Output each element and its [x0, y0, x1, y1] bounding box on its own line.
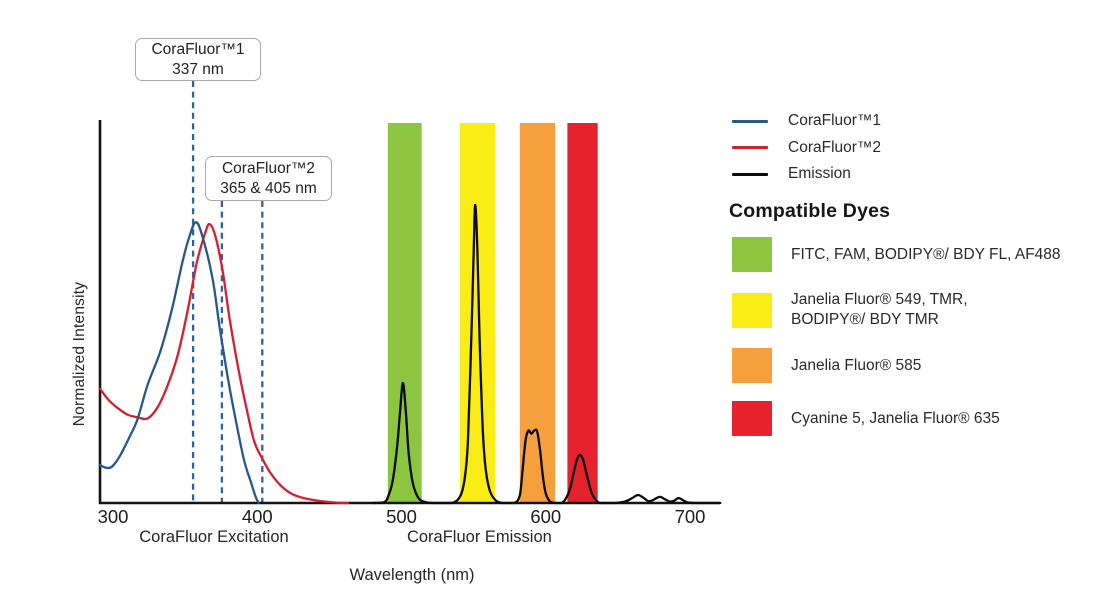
dye-color-swatch	[732, 292, 772, 328]
dye-color-swatch	[732, 237, 772, 272]
legend-item: CoraFluor™2	[732, 135, 881, 162]
x-section-label-emission: CoraFluor Emission	[406, 528, 552, 546]
annotation-corafluor1-title: CoraFluor™1	[151, 41, 245, 58]
compatible-dyes-heading: Compatible Dyes	[729, 200, 891, 222]
filter-band	[567, 123, 598, 503]
dye-label: Janelia Fluor® 549, TMR, BODIPY®/ BDY TM…	[791, 291, 968, 328]
dye-item: Janelia Fluor® 585	[732, 348, 1061, 383]
legend-item: CoraFluor™1	[732, 108, 881, 135]
dye-item: FITC, FAM, BODIPY®/ BDY FL, AF488	[732, 237, 1061, 272]
series-curve-corafluor2	[98, 222, 350, 505]
dye-item: Janelia Fluor® 549, TMR, BODIPY®/ BDY TM…	[732, 290, 1061, 330]
series-curve-corafluor1	[98, 221, 260, 505]
annotation-corafluor1-value: 337 nm	[172, 60, 224, 78]
dye-label: Janelia Fluor® 585	[791, 356, 922, 374]
legend-line-swatch	[732, 172, 768, 176]
dye-label: FITC, FAM, BODIPY®/ BDY FL, AF488	[791, 245, 1061, 263]
y-axis-label: Normalized Intensity	[71, 281, 88, 427]
annotation-corafluor1-callout: CoraFluor™1 337 nm	[135, 38, 261, 81]
x-tick-700: 700	[674, 506, 706, 527]
x-tick-600: 600	[530, 506, 562, 527]
annotation-corafluor2-title: CoraFluor™2	[221, 160, 316, 177]
legend-label: CoraFluor™2	[788, 138, 882, 156]
dye-color-swatch	[732, 348, 772, 383]
x-tick-400: 400	[241, 506, 273, 527]
annotation-corafluor2-callout: CoraFluor™2 365 & 405 nm	[205, 156, 332, 201]
legend-item: Emission	[732, 161, 881, 188]
x-tick-300: 300	[97, 506, 129, 527]
compatible-dyes-list: FITC, FAM, BODIPY®/ BDY FL, AF488 Janelia…	[732, 237, 1061, 454]
dye-item: Cyanine 5, Janelia Fluor® 635	[732, 401, 1061, 436]
x-tick-500: 500	[386, 506, 417, 527]
series-curve-emission	[371, 203, 722, 505]
legend-label: CoraFluor™1	[788, 112, 882, 130]
legend: CoraFluor™1 CoraFluor™2 Emission	[732, 108, 881, 188]
filter-band	[459, 123, 496, 503]
filter-band	[387, 123, 422, 503]
dye-label: Cyanine 5, Janelia Fluor® 635	[791, 409, 1000, 427]
x-axis-title: Wavelength (nm)	[349, 566, 475, 584]
legend-line-swatch	[732, 119, 768, 123]
dye-color-swatch	[732, 401, 772, 436]
legend-label: Emission	[788, 165, 851, 183]
x-section-label-excitation: CoraFluor Excitation	[139, 528, 289, 546]
legend-line-swatch	[732, 146, 768, 150]
annotation-corafluor2-value: 365 & 405 nm	[220, 179, 317, 197]
